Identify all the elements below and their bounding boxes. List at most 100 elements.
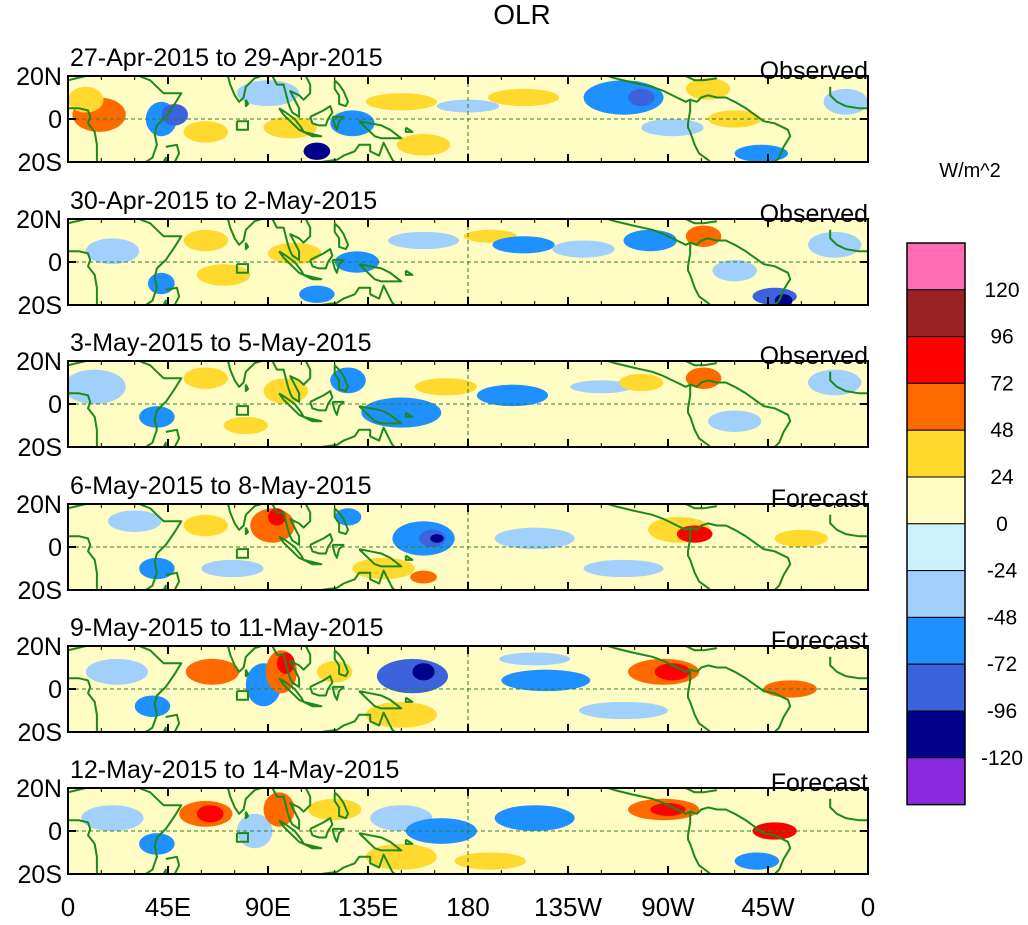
anomaly-cell: [579, 701, 668, 720]
anomaly-cell: [492, 236, 555, 254]
coastline: [607, 219, 792, 305]
anomaly-cell: [148, 272, 175, 295]
lat-tick-label: 20S: [18, 292, 62, 320]
anomaly-cell: [139, 406, 175, 428]
coastline: [685, 76, 718, 82]
anomaly-cell: [583, 80, 664, 115]
coastline: [607, 504, 792, 590]
anomaly-cell: [552, 240, 615, 258]
colorbar-swatch: [906, 476, 966, 525]
anomaly-cell: [352, 557, 415, 580]
coastline: [68, 535, 98, 590]
coastline: [358, 120, 403, 140]
coastline: [244, 811, 249, 820]
panel-type-label: Observed: [760, 342, 868, 370]
coastline: [829, 798, 868, 822]
anomaly-cell: [734, 144, 788, 162]
anomaly-cell: [361, 397, 442, 428]
panel-type-label: Forecast: [771, 627, 868, 655]
coastline: [607, 646, 792, 732]
lat-tick-label: 20S: [18, 149, 62, 177]
coastline: [333, 364, 349, 393]
coastline: [309, 675, 334, 697]
anomaly-cell: [501, 669, 591, 692]
coastline: [685, 646, 718, 652]
coastline: [271, 504, 312, 546]
coastline: [244, 527, 249, 536]
panel-field: [68, 361, 868, 447]
coastline: [68, 677, 98, 732]
lat-tick-label: 20S: [18, 577, 62, 605]
coastline: [227, 504, 262, 531]
coastline: [309, 817, 334, 839]
anomaly-cell: [685, 367, 722, 389]
anomaly-cell: [410, 570, 437, 584]
coastline: [244, 242, 249, 251]
coastline: [165, 571, 181, 590]
colorbar-level-label: 48: [990, 419, 1013, 442]
coastline: [333, 649, 349, 678]
panel-date-range: 6-May-2015 to 8-May-2015: [70, 472, 372, 500]
panel-field: [68, 504, 868, 590]
coastline: [68, 504, 183, 590]
coastline: [227, 361, 262, 388]
panel-2: 20N 0 20S 30-Apr-2015 to 2-May-2015 Observed: [16, 187, 869, 320]
coastline: [358, 548, 403, 568]
coastline: [303, 700, 323, 708]
anomaly-cell: [623, 229, 677, 252]
coastline: [685, 504, 718, 510]
anomaly-cell: [334, 508, 362, 526]
coastline: [331, 115, 345, 131]
reference-box: [235, 120, 249, 131]
coastline: [162, 868, 167, 874]
anomaly-cell: [650, 803, 686, 816]
panel-type-label: Forecast: [771, 485, 868, 513]
coastline: [68, 819, 98, 874]
coastline: [404, 554, 414, 561]
coastline: [303, 558, 323, 566]
coastline: [68, 361, 183, 447]
anomaly-cell: [499, 652, 571, 666]
colorbar-level-label: -72: [987, 653, 1017, 676]
coastline: [358, 832, 403, 852]
coastline: [227, 76, 262, 103]
coastline: [244, 384, 249, 393]
lat-tick-label: 20N: [16, 775, 62, 803]
colorbar-swatch: [906, 523, 966, 572]
coastline: [271, 361, 312, 403]
coastline: [165, 143, 181, 162]
coastline: [162, 299, 167, 305]
coastline: [829, 656, 868, 680]
anomaly-cell: [68, 369, 126, 404]
anomaly-cell: [316, 661, 353, 683]
lat-tick-label: 20N: [16, 491, 62, 519]
coastline: [165, 428, 181, 447]
coastline: [162, 726, 167, 732]
coastline: [687, 811, 711, 874]
coastline: [404, 269, 414, 276]
coastline: [685, 219, 718, 225]
coastline: [404, 838, 414, 845]
anomaly-cell: [183, 367, 228, 389]
panel-date-range: 27-Apr-2015 to 29-Apr-2015: [70, 44, 383, 72]
anomaly-cell: [494, 527, 575, 550]
anomaly-cell: [494, 805, 575, 831]
anomaly-cell: [223, 416, 268, 435]
anomaly-cell: [454, 852, 526, 870]
reference-box: [235, 548, 249, 559]
panel-3: 20N 0 20S 3-May-2015 to 5-May-2015 Observed: [16, 329, 869, 462]
colorbar-level-label: 72: [990, 372, 1013, 395]
coastline: [607, 76, 792, 162]
panel-date-range: 3-May-2015 to 5-May-2015: [70, 329, 372, 357]
panel-5: 20N 0 20S 9-May-2015 to 11-May-2015 Forecast: [16, 614, 869, 747]
panels: 20N 0 20S 27-Apr-2015 to 29-Apr-2015 Observe…: [16, 44, 869, 889]
anomaly-cell: [263, 378, 308, 404]
lon-tick-label: 90W: [641, 892, 695, 920]
coastline: [303, 130, 323, 138]
anomaly-cell: [81, 805, 144, 831]
anomaly-cell: [303, 142, 331, 160]
anomaly-cell: [396, 134, 451, 156]
coastline: [165, 286, 181, 305]
coastline: [321, 141, 396, 162]
